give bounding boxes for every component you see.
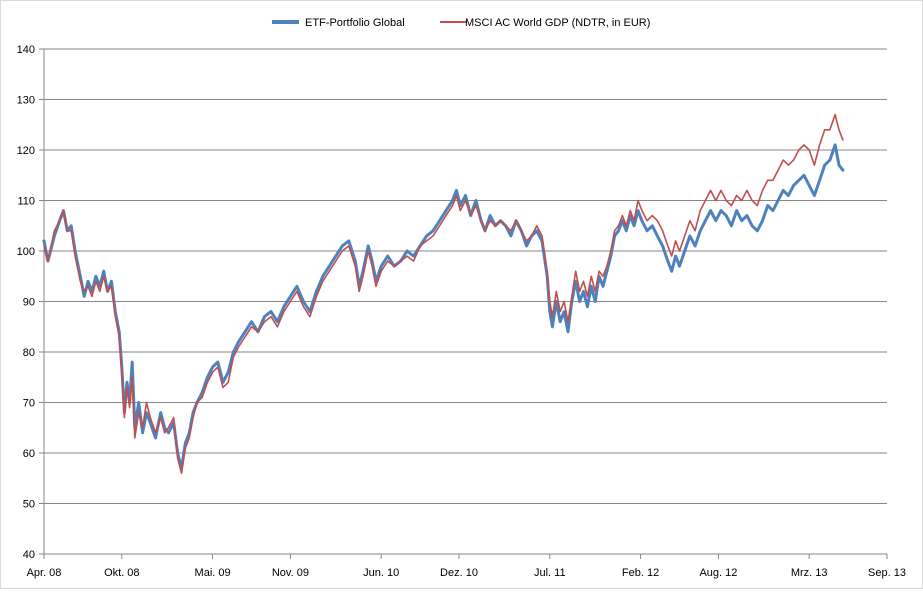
x-tick-label: Feb. 12	[622, 567, 659, 579]
series-line-etf-portfolio	[42, 143, 845, 470]
x-tick-label: Apr. 08	[27, 567, 62, 579]
y-tick-label: 40	[23, 549, 35, 561]
x-tick-label: Sep. 13	[868, 567, 906, 579]
series-lines	[42, 113, 845, 474]
axes	[43, 49, 887, 555]
legend-label: ETF-Portfolio Global	[305, 17, 405, 29]
y-tick-label: 120	[17, 145, 35, 157]
x-tick-label: Okt. 08	[104, 567, 139, 579]
y-tick-label: 80	[23, 347, 35, 359]
y-tick-labels: 40 50 60 70 80 90 100 110 120 130 140	[17, 44, 35, 561]
x-tick-labels: Apr. 08 Okt. 08 Mai. 09 Nov. 09 Jun. 10 Dez. …	[27, 554, 906, 579]
y-tick-label: 100	[17, 246, 35, 258]
y-tick-label: 50	[23, 499, 35, 511]
y-tick-label: 130	[17, 95, 35, 107]
x-tick-label: Mai. 09	[195, 567, 231, 579]
series-line-msci-world	[43, 113, 844, 474]
y-tick-label: 110	[17, 196, 35, 208]
x-tick-label: Dez. 10	[440, 567, 478, 579]
legend: ETF-Portfolio Global MSCI AC World GDP (N…	[272, 17, 650, 29]
x-tick-label: Jun. 10	[363, 567, 399, 579]
x-tick-label: Jul. 11	[534, 567, 566, 579]
y-tick-label: 90	[23, 297, 35, 309]
y-tick-label: 60	[23, 448, 35, 460]
x-tick-label: Mrz. 13	[791, 567, 828, 579]
x-tick-label: Aug. 12	[699, 567, 737, 579]
y-tick-label: 70	[23, 398, 35, 410]
legend-label: MSCI AC World GDP (NDTR, in EUR)	[465, 17, 650, 29]
gridlines	[39, 48, 887, 555]
y-tick-label: 140	[17, 44, 35, 56]
x-tick-label: Nov. 09	[272, 567, 309, 579]
